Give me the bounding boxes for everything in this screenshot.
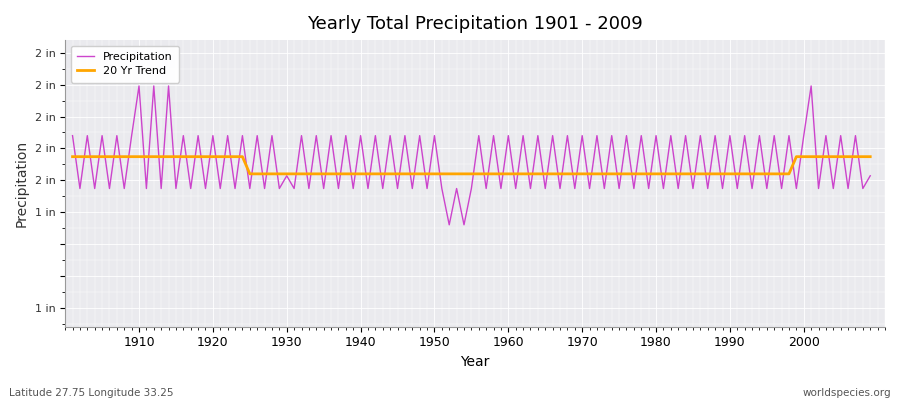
20 Yr Trend (296, 172, 307, 176)
20 Yr Trend (245, 172, 256, 176)
Precipitation (444, 222, 454, 227)
20 Yr Trend (503, 172, 514, 176)
Legend: Precipitation, 20 Yr Trend: Precipitation, 20 Yr Trend (71, 46, 179, 82)
20 Yr Trend (126, 154, 137, 159)
20 Yr Trend (598, 172, 609, 176)
Precipitation (518, 133, 528, 138)
20 Yr Trend (865, 154, 876, 159)
Precipitation (607, 133, 617, 138)
Line: Precipitation: Precipitation (73, 86, 870, 225)
Line: 20 Yr Trend: 20 Yr Trend (73, 157, 870, 174)
Y-axis label: Precipitation: Precipitation (15, 140, 29, 227)
Precipitation (865, 173, 876, 178)
Title: Yearly Total Precipitation 1901 - 2009: Yearly Total Precipitation 1901 - 2009 (307, 15, 643, 33)
Precipitation (340, 133, 351, 138)
Precipitation (68, 133, 78, 138)
Text: Latitude 27.75 Longitude 33.25: Latitude 27.75 Longitude 33.25 (9, 388, 174, 398)
X-axis label: Year: Year (461, 355, 490, 369)
Precipitation (126, 133, 137, 138)
Precipitation (296, 133, 307, 138)
20 Yr Trend (68, 154, 78, 159)
20 Yr Trend (510, 172, 521, 176)
Text: worldspecies.org: worldspecies.org (803, 388, 891, 398)
20 Yr Trend (340, 172, 351, 176)
Precipitation (133, 84, 144, 88)
Precipitation (510, 186, 521, 191)
